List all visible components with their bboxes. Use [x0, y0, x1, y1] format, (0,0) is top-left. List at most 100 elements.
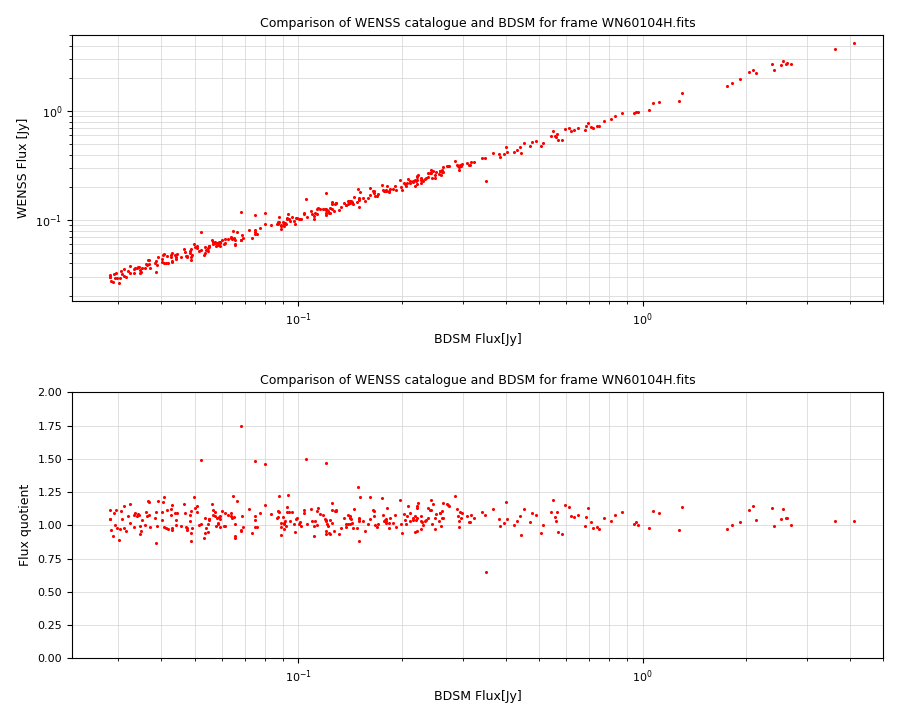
- Point: [548, 130, 562, 142]
- Point: [356, 192, 370, 204]
- Point: [379, 516, 393, 527]
- Point: [339, 521, 354, 532]
- Point: [134, 262, 148, 274]
- Point: [281, 208, 295, 220]
- Point: [409, 514, 423, 526]
- Point: [436, 497, 450, 508]
- Point: [221, 510, 236, 521]
- Point: [450, 504, 464, 516]
- Point: [276, 220, 291, 232]
- Point: [186, 238, 201, 250]
- Point: [828, 43, 842, 55]
- Point: [352, 194, 366, 205]
- Point: [117, 500, 131, 512]
- Point: [492, 513, 507, 525]
- Point: [377, 514, 392, 526]
- Point: [371, 189, 385, 200]
- Point: [514, 530, 528, 541]
- Point: [233, 206, 248, 217]
- Point: [509, 144, 524, 156]
- Point: [201, 246, 215, 257]
- Point: [285, 212, 300, 223]
- Point: [159, 504, 174, 516]
- Point: [374, 179, 389, 191]
- Point: [248, 210, 263, 221]
- Point: [410, 513, 424, 524]
- Point: [126, 522, 140, 534]
- Point: [112, 272, 127, 284]
- Point: [627, 108, 642, 120]
- Point: [579, 120, 593, 132]
- Point: [116, 522, 130, 534]
- Point: [322, 207, 337, 219]
- Point: [742, 66, 756, 78]
- Point: [123, 498, 138, 509]
- Point: [746, 500, 760, 512]
- Point: [423, 504, 437, 516]
- Point: [190, 240, 204, 251]
- Point: [280, 507, 294, 518]
- Point: [604, 515, 618, 526]
- Point: [227, 512, 241, 523]
- Point: [389, 184, 403, 196]
- Point: [202, 240, 217, 252]
- Point: [165, 524, 179, 536]
- Point: [406, 176, 420, 187]
- Point: [548, 511, 562, 523]
- Point: [337, 197, 351, 209]
- Point: [134, 514, 148, 526]
- Point: [356, 515, 370, 526]
- Point: [551, 526, 565, 538]
- Point: [121, 510, 135, 521]
- Point: [184, 522, 199, 534]
- Point: [608, 509, 623, 521]
- Point: [276, 216, 291, 228]
- Point: [371, 518, 385, 530]
- Point: [174, 251, 188, 263]
- Point: [375, 509, 390, 521]
- Point: [130, 510, 144, 522]
- Point: [746, 64, 760, 76]
- Point: [310, 505, 324, 516]
- Point: [725, 519, 740, 531]
- Point: [341, 195, 356, 207]
- Point: [452, 162, 466, 174]
- Point: [116, 271, 130, 282]
- Point: [242, 503, 256, 515]
- Point: [279, 501, 293, 513]
- Point: [184, 251, 199, 262]
- Point: [169, 248, 184, 260]
- Point: [725, 77, 740, 89]
- Point: [197, 249, 211, 261]
- Point: [104, 505, 118, 516]
- Point: [534, 527, 548, 539]
- Point: [369, 190, 383, 202]
- Point: [410, 503, 424, 514]
- Point: [432, 515, 446, 526]
- Point: [382, 183, 397, 194]
- Point: [169, 251, 184, 263]
- Point: [212, 512, 227, 523]
- Point: [586, 122, 600, 134]
- Point: [264, 508, 278, 519]
- Point: [379, 513, 393, 524]
- Point: [242, 225, 256, 236]
- X-axis label: BDSM Flux[Jy]: BDSM Flux[Jy]: [434, 333, 521, 346]
- Point: [277, 518, 292, 530]
- Point: [780, 513, 795, 524]
- Point: [132, 509, 147, 521]
- Point: [514, 148, 528, 159]
- Title: Comparison of WENSS catalogue and BDSM for frame WN60104H.fits: Comparison of WENSS catalogue and BDSM f…: [260, 374, 696, 387]
- Point: [307, 213, 321, 225]
- Point: [375, 184, 390, 196]
- Point: [418, 173, 433, 184]
- Point: [204, 498, 219, 510]
- Point: [440, 498, 454, 510]
- Point: [271, 511, 285, 523]
- Point: [403, 175, 418, 186]
- Point: [278, 515, 293, 526]
- Point: [320, 518, 334, 529]
- Point: [413, 510, 428, 521]
- Point: [544, 506, 558, 518]
- Point: [212, 236, 227, 248]
